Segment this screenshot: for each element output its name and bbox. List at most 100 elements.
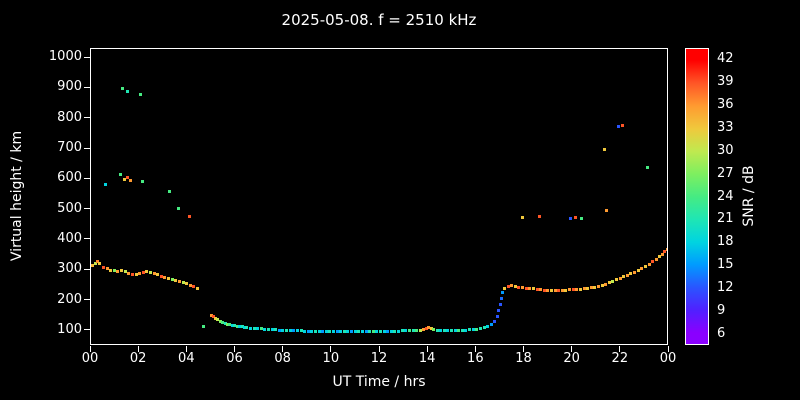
data-point xyxy=(531,287,535,291)
data-point xyxy=(228,323,232,327)
data-point xyxy=(168,190,172,194)
data-point xyxy=(176,207,180,211)
x-tick-label: 12 xyxy=(370,351,388,366)
data-point xyxy=(270,328,274,332)
x-tick-mark xyxy=(378,346,380,352)
data-point xyxy=(210,314,214,318)
y-tick-label: 400 xyxy=(57,230,82,246)
data-point xyxy=(578,287,582,291)
data-point xyxy=(259,327,263,331)
data-point xyxy=(464,328,468,332)
colorbar-tick-label: 30 xyxy=(717,142,734,158)
data-point xyxy=(277,328,281,332)
data-point xyxy=(500,296,504,300)
data-point xyxy=(252,326,256,330)
data-point xyxy=(386,329,390,333)
data-point xyxy=(575,288,579,292)
data-point xyxy=(235,324,239,328)
data-point xyxy=(299,329,303,333)
data-point xyxy=(633,270,637,274)
data-point xyxy=(625,273,629,277)
data-point xyxy=(389,329,393,333)
colorbar-tick-label: 39 xyxy=(717,74,734,90)
x-tick-label: 20 xyxy=(563,351,580,366)
data-point xyxy=(214,316,218,320)
data-point xyxy=(242,325,246,329)
data-point xyxy=(660,252,664,256)
x-tick-mark xyxy=(523,346,524,352)
data-point xyxy=(415,328,419,332)
data-point xyxy=(431,328,435,332)
data-point xyxy=(163,275,167,279)
data-point xyxy=(557,289,561,293)
data-point xyxy=(582,287,586,291)
data-point xyxy=(506,284,510,288)
x-tick-label: 00 xyxy=(659,351,677,366)
data-point xyxy=(181,280,185,284)
data-point xyxy=(295,329,299,333)
colorbar-tick-label: 12 xyxy=(717,279,734,295)
colorbar-tick-label: 6 xyxy=(717,325,726,341)
data-point xyxy=(439,328,443,332)
data-point xyxy=(617,125,621,129)
data-point xyxy=(478,327,482,331)
data-point xyxy=(350,329,354,333)
data-point xyxy=(607,281,611,285)
data-point xyxy=(170,277,174,281)
data-point xyxy=(357,329,361,333)
colorbar-tick-label: 18 xyxy=(717,234,734,250)
x-tick-mark xyxy=(234,346,235,352)
y-tick-mark xyxy=(84,147,90,149)
y-tick-label: 500 xyxy=(57,200,82,216)
y-tick-mark xyxy=(84,117,90,119)
y-tick-label: 200 xyxy=(57,291,82,307)
data-point xyxy=(489,323,493,327)
data-point xyxy=(513,284,517,288)
y-tick-mark xyxy=(84,86,90,88)
data-point xyxy=(218,319,222,323)
x-tick-mark xyxy=(426,346,428,352)
data-point xyxy=(306,329,310,333)
data-point xyxy=(442,328,446,332)
data-point xyxy=(382,329,386,333)
data-point xyxy=(468,328,472,332)
y-tick-mark xyxy=(84,177,90,179)
data-point xyxy=(122,177,126,181)
data-point xyxy=(663,250,667,254)
x-tick-label: 22 xyxy=(611,351,629,366)
data-point xyxy=(156,273,160,277)
data-point xyxy=(379,329,382,333)
data-point xyxy=(589,286,593,290)
data-point xyxy=(569,216,573,220)
data-point xyxy=(528,287,532,291)
data-point xyxy=(404,329,408,333)
data-point xyxy=(568,288,572,292)
data-point xyxy=(91,263,95,267)
data-point xyxy=(185,281,189,285)
x-tick-label: 08 xyxy=(274,351,291,366)
data-point xyxy=(446,329,450,333)
data-point xyxy=(134,272,138,276)
data-point xyxy=(187,214,191,218)
data-point xyxy=(129,178,132,182)
data-point xyxy=(313,329,317,333)
y-tick-mark xyxy=(84,238,90,240)
plot-area xyxy=(90,48,668,345)
data-point xyxy=(596,284,600,288)
data-point xyxy=(281,328,285,332)
data-point xyxy=(605,208,609,212)
data-point xyxy=(96,260,100,264)
x-tick-label: 00 xyxy=(81,351,99,366)
data-point xyxy=(177,279,181,283)
data-point xyxy=(580,217,584,221)
x-tick-label: 06 xyxy=(226,351,243,366)
data-point xyxy=(457,328,461,332)
data-point xyxy=(495,315,499,319)
data-point xyxy=(267,328,270,332)
data-point xyxy=(353,329,357,333)
data-point xyxy=(629,272,633,276)
data-point xyxy=(93,261,97,265)
data-point xyxy=(102,265,106,269)
data-point xyxy=(574,216,578,220)
data-point xyxy=(621,124,625,128)
